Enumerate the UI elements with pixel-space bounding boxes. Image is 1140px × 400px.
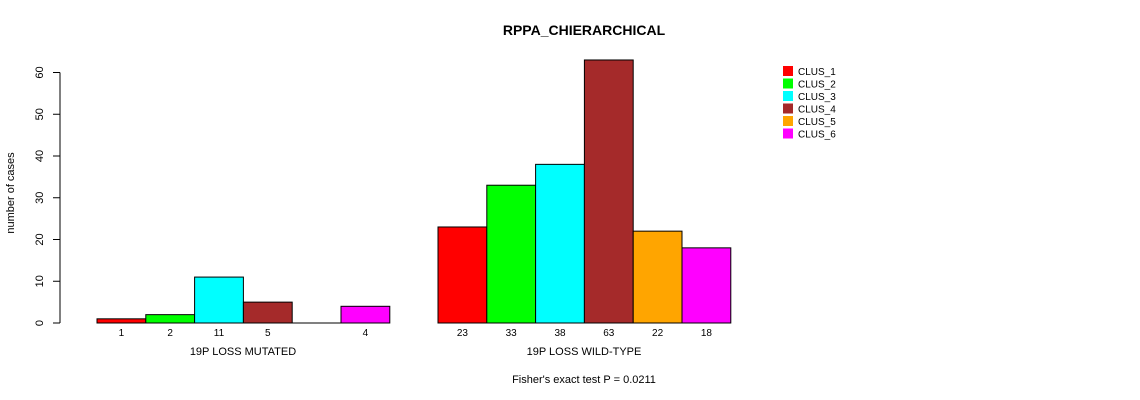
bar-clus_5-group2 (632, 230, 683, 324)
bar-clus_2-group1 (145, 314, 196, 324)
bar-clus_1-group1 (96, 318, 147, 324)
bar-value-label: 22 (652, 328, 664, 339)
legend-label-clus_5: CLUS_5 (798, 117, 836, 128)
y-tick-label: 20 (34, 233, 46, 245)
bar-clus_6-group2 (681, 247, 732, 324)
group-label-wildtype: 19P LOSS WILD-TYPE (527, 346, 642, 358)
bar-value-label: 2 (167, 328, 173, 339)
legend-label-clus_2: CLUS_2 (798, 80, 836, 91)
legend-swatch-clus_3 (783, 91, 793, 101)
y-axis-label: number of cases (5, 152, 17, 234)
bar-value-label: 23 (457, 328, 469, 339)
bar-value-label: 33 (506, 328, 518, 339)
y-tick-label: 40 (34, 150, 46, 162)
bar-clus_3-group1 (194, 276, 244, 324)
bar-clus_1-group2 (437, 226, 488, 324)
legend-swatch-clus_2 (783, 78, 793, 89)
bar-value-label: 18 (701, 328, 713, 339)
legend-label-clus_6: CLUS_6 (798, 130, 836, 141)
group-label-mutated: 19P LOSS MUTATED (190, 346, 296, 358)
bar-clus_3-group2 (535, 163, 585, 324)
bar-value-label: 63 (603, 328, 615, 339)
bar-value-label: 11 (214, 328, 225, 339)
legend-swatch-clus_4 (783, 103, 793, 114)
legend-label-clus_1: CLUS_1 (798, 67, 836, 78)
y-axis: 0 10 20 30 40 50 60 (34, 66, 61, 326)
legend-label-clus_4: CLUS_4 (798, 105, 836, 116)
bars-layer (96, 59, 732, 324)
bar-value-label: 4 (363, 328, 369, 339)
bar-clus_4-group1 (242, 301, 293, 324)
bar-clus_4-group2 (583, 59, 634, 324)
bar-value-labels: 1 2 11 5 4 23 33 38 63 22 18 (119, 328, 713, 339)
y-tick-label: 60 (34, 66, 46, 78)
chart-title: RPPA_CHIERARCHICAL (503, 22, 666, 38)
bar-value-label: 1 (119, 328, 125, 339)
y-tick-label: 10 (34, 275, 46, 287)
y-tick-label: 30 (34, 192, 46, 204)
bar-value-label: 5 (265, 328, 271, 339)
y-tick-label: 50 (34, 108, 46, 120)
legend-swatch-clus_6 (783, 128, 793, 139)
bar-value-label: 38 (554, 328, 566, 339)
legend-swatch-clus_1 (783, 66, 793, 76)
y-tick-label: 0 (34, 320, 46, 326)
legend-label-clus_3: CLUS_3 (798, 92, 836, 103)
fisher-test-footnote: Fisher's exact test P = 0.0211 (512, 374, 656, 386)
legend-swatch-clus_5 (783, 116, 793, 126)
bar-clus_6-group1 (340, 305, 391, 324)
bar-clus_2-group2 (486, 184, 537, 324)
